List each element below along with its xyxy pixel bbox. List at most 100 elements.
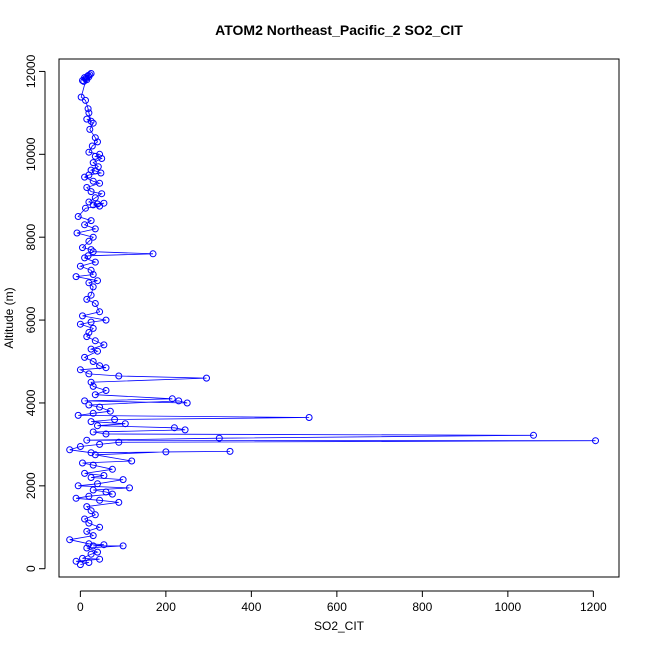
data-point [119,476,127,484]
data-point [83,115,91,123]
x-tick-label: 800 [412,600,432,614]
data-point [115,438,123,446]
y-tick-label: 6000 [24,306,38,333]
y-tick-label: 12000 [24,54,38,88]
data-point [102,387,110,394]
data-point [89,532,97,540]
data-point [102,364,110,372]
data-point [82,204,89,212]
data-point [83,544,91,552]
data-point [96,150,104,158]
data-point [89,382,97,390]
data-point [96,523,104,531]
data-point [183,399,191,407]
data-point [89,409,97,417]
data-point [108,490,116,498]
data-point [94,422,101,430]
data-point [226,447,234,455]
data-point [86,125,94,133]
data-point [66,536,74,544]
y-tick-label: 2000 [24,472,38,499]
data-point [81,397,89,405]
data-point [592,437,599,445]
data-point [87,246,95,254]
data-point [162,448,170,456]
data-point [72,557,80,565]
data-point [121,420,129,428]
data-point [83,503,91,511]
data-point [94,480,101,488]
x-tick-label: 600 [327,600,347,614]
data-point [89,201,97,209]
data-point [87,507,95,515]
data-point [85,148,93,156]
x-tick-label: 400 [241,600,261,614]
data-point [89,428,97,436]
data-point [91,225,99,233]
data-point [203,374,210,382]
plot-area-frame [58,58,620,578]
data-point [66,446,74,454]
data-point [87,418,95,426]
data-point [85,279,93,287]
data-point [94,138,101,146]
axis-layer: 0 200 400 600 800 1000 12000200040006000800010… [24,54,607,614]
data-point [91,134,99,142]
data-point [89,486,97,494]
data-point [81,221,89,229]
data-point [89,159,97,167]
data-point [89,233,97,241]
data-point [91,194,99,202]
data-point [83,184,91,191]
data-point [83,436,91,444]
data-point [96,362,104,370]
data-point [74,482,82,490]
y-tick-label: 0 [24,565,38,572]
data-point [94,277,101,285]
data-point [81,173,89,181]
data-point [83,333,91,341]
data-point [73,229,81,237]
data-point [79,244,86,252]
data-point [77,93,85,101]
data-point [94,347,101,355]
data-point [87,474,95,481]
data-point [89,461,97,469]
data-point [168,395,176,403]
data-point [84,105,92,113]
data-point [74,213,82,220]
data-point [83,295,91,303]
data-point [91,451,99,459]
data-point [76,366,84,374]
data-point [87,449,95,457]
data-point [100,472,108,479]
data-point [76,443,84,450]
data-point [88,142,96,150]
data-point [91,258,99,266]
data-point [85,329,93,336]
data-point [91,152,99,160]
data-point [100,541,108,549]
data-point [96,403,104,411]
data-point [85,540,93,548]
x-tick-label: 1200 [580,600,607,614]
data-point [91,511,99,519]
data-point [79,312,86,320]
data-point [128,457,136,465]
data-point [87,550,95,558]
data-point [89,358,97,365]
data-point [91,337,99,345]
data-point [96,440,104,448]
data-point [149,250,157,258]
y-tick-label: 4000 [24,389,38,416]
data-point [87,266,95,274]
data-point [89,542,97,550]
data-point [87,291,95,299]
data-point [119,542,127,550]
data-point [100,341,108,349]
data-point [102,430,110,438]
data-point [91,300,99,307]
data-point [83,527,91,535]
